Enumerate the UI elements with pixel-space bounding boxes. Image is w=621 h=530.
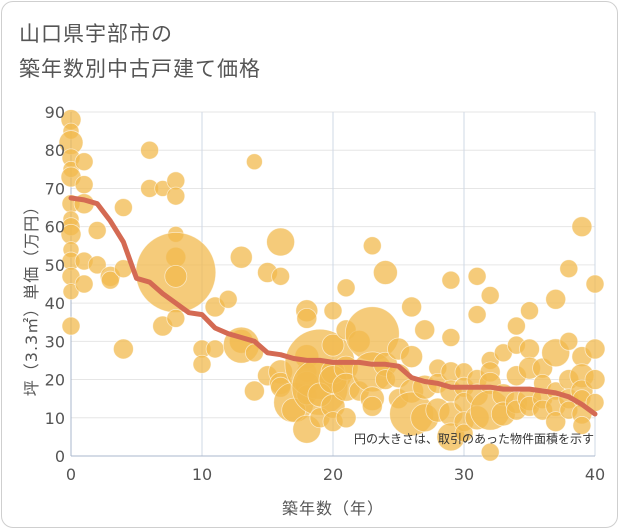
- x-tick-label: 20: [323, 465, 343, 484]
- data-bubble: [361, 395, 383, 417]
- y-tick-label: 20: [45, 371, 65, 390]
- data-bubble: [87, 221, 107, 240]
- data-bubble: [164, 264, 188, 288]
- data-bubble: [559, 259, 579, 279]
- data-bubble: [321, 333, 345, 357]
- data-bubble: [74, 175, 94, 195]
- y-tick-label: 70: [45, 179, 65, 198]
- data-bubble: [480, 286, 500, 305]
- data-bubble: [61, 316, 81, 336]
- data-bubble: [454, 423, 474, 443]
- data-bubble: [480, 442, 500, 462]
- data-bubble: [229, 245, 253, 269]
- data-bubble: [166, 186, 186, 206]
- data-bubble: [507, 316, 526, 336]
- data-bubble: [205, 339, 225, 359]
- data-bubble: [87, 255, 107, 275]
- data-bubble: [74, 152, 94, 172]
- x-tick-label: 40: [585, 465, 605, 484]
- x-tick-label: 30: [454, 465, 474, 484]
- x-tick-label: 0: [66, 465, 76, 484]
- data-bubble: [401, 296, 423, 318]
- data-bubble: [336, 278, 356, 298]
- data-bubble: [266, 227, 296, 257]
- data-bubble: [140, 140, 160, 160]
- y-tick-label: 90: [45, 103, 65, 122]
- data-bubble: [545, 288, 567, 310]
- chart-title-line2: 築年数別中古戸建て価格: [19, 57, 261, 81]
- data-bubble: [519, 338, 540, 360]
- data-bubble: [414, 319, 436, 341]
- data-bubble: [362, 236, 382, 256]
- y-tick-label: 40: [45, 294, 65, 313]
- data-bubble: [296, 307, 318, 329]
- data-bubble: [372, 260, 398, 285]
- data-bubble: [192, 354, 212, 374]
- data-bubble: [441, 328, 461, 347]
- data-bubble: [245, 153, 263, 171]
- data-bubble: [243, 380, 265, 402]
- chart-title-line1: 山口県宇部市の: [19, 22, 173, 46]
- data-bubble: [584, 369, 606, 390]
- y-tick-label: 60: [45, 218, 65, 237]
- bubble-series: [58, 109, 606, 462]
- y-tick-label: 0: [55, 447, 65, 466]
- data-bubble: [545, 411, 567, 433]
- x-axis-label: 築年数（年）: [282, 499, 384, 518]
- y-tick-label: 10: [45, 409, 65, 428]
- data-bubble: [100, 270, 120, 290]
- axis-ticks: 0 10 20 30 40 50 60 70 80 90 0 10 20 30 40: [45, 103, 606, 484]
- size-annotation: 円の大きさは、取引のあった物件面積を示す: [354, 431, 594, 446]
- data-bubble: [74, 274, 94, 294]
- data-bubble: [218, 289, 238, 309]
- data-bubble: [571, 216, 593, 238]
- data-bubble: [520, 301, 539, 321]
- data-bubble: [467, 266, 487, 286]
- data-bubble: [166, 308, 186, 328]
- y-tick-label: 50: [45, 256, 65, 275]
- trend-line: [68, 195, 598, 417]
- data-bubble: [400, 345, 424, 369]
- data-bubble: [584, 338, 606, 360]
- data-bubble: [559, 331, 579, 351]
- y-axis-label: 坪（3.3㎡）単価（万円）: [22, 198, 41, 396]
- data-bubble: [585, 274, 605, 294]
- data-bubble: [572, 416, 592, 435]
- x-tick-label: 10: [192, 465, 212, 484]
- data-bubble: [441, 270, 461, 290]
- data-bubble: [113, 338, 134, 360]
- data-bubble: [467, 305, 487, 324]
- data-bubble: [323, 301, 343, 321]
- data-bubble: [271, 266, 291, 286]
- data-bubble: [114, 198, 133, 217]
- y-tick-label: 30: [45, 332, 65, 351]
- data-bubble: [335, 407, 357, 429]
- y-tick-label: 80: [45, 141, 65, 160]
